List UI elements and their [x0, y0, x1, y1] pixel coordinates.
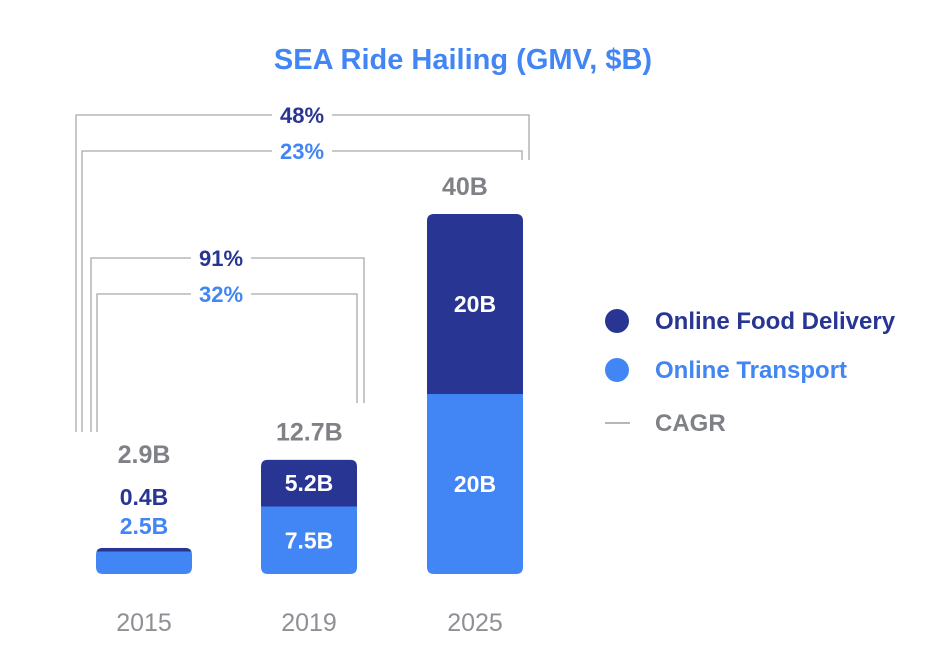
total-label-2019: 12.7B [276, 419, 343, 447]
cagr-brackets: 48% 23% 91% 32% [75, 103, 530, 432]
cagr-label: 48% [280, 103, 324, 128]
legend-dot-icon [605, 309, 629, 333]
bar-online-transport-2015 [96, 551, 192, 574]
label-online-transport-2025: 20B [454, 471, 496, 497]
bar-online-food-delivery-2015 [96, 547, 192, 552]
label-online-food-delivery-2025: 20B [454, 291, 496, 317]
legend-item-online-food-delivery[interactable]: Online Food Delivery [605, 308, 896, 335]
label-online-transport-2015: 2.5B [120, 513, 169, 539]
legend-dot-icon [605, 358, 629, 382]
legend[interactable]: Online Food Delivery Online Transport CAGR [605, 308, 896, 437]
cagr-line-right [332, 150, 523, 160]
cagr-line-left [96, 293, 191, 432]
bar-group-2025 [427, 214, 523, 574]
bar-online-transport-2025 [427, 394, 523, 574]
x-axis: 2015 2019 2025 [116, 609, 503, 637]
bar-online-food-delivery-2019 [261, 459, 357, 507]
total-label-2015: 2.9B [118, 441, 171, 469]
bar-group-2015 [96, 547, 192, 574]
x-tick-2015: 2015 [116, 609, 172, 637]
cagr-label: 23% [280, 139, 324, 164]
total-label-2025: 40B [442, 173, 488, 201]
cagr-line-left [81, 150, 272, 432]
chart-title: SEA Ride Hailing (GMV, $B) [274, 44, 652, 76]
legend-label: Online Transport [655, 357, 847, 384]
cagr-line-right [251, 257, 365, 403]
cagr-line-right [251, 293, 358, 403]
legend-item-online-transport[interactable]: Online Transport [605, 357, 847, 384]
legend-label: Online Food Delivery [655, 308, 896, 335]
cagr-line-right [332, 114, 530, 160]
bar-group-2019 [261, 459, 357, 574]
cagr-label: 32% [199, 282, 243, 307]
cagr-label: 91% [199, 246, 243, 271]
x-tick-2025: 2025 [447, 609, 503, 637]
bar-labels: 2.5B 0.4B 2.9B 5.2B 7.5B 12.7B 20B 20B 40B [118, 173, 497, 553]
label-online-food-delivery-2019: 5.2B [285, 470, 334, 496]
bar-online-food-delivery-2025 [427, 214, 523, 394]
label-online-food-delivery-2015: 0.4B [120, 484, 169, 510]
legend-label: CAGR [655, 410, 726, 437]
cagr-line-left [90, 257, 191, 432]
cagr-bracket-2015-2019-food: 91% [90, 246, 365, 432]
cagr-bracket-2015-2019-transport: 32% [96, 282, 358, 432]
x-tick-2019: 2019 [281, 609, 337, 637]
cagr-bracket-2015-2025-transport: 23% [81, 139, 523, 432]
label-online-transport-2019: 7.5B [285, 527, 334, 553]
bars [96, 214, 523, 574]
legend-item-cagr[interactable]: CAGR [605, 410, 726, 437]
bar-online-transport-2019 [261, 506, 357, 574]
cagr-bracket-2015-2025-food: 48% [75, 103, 530, 432]
cagr-line-left [75, 114, 272, 432]
